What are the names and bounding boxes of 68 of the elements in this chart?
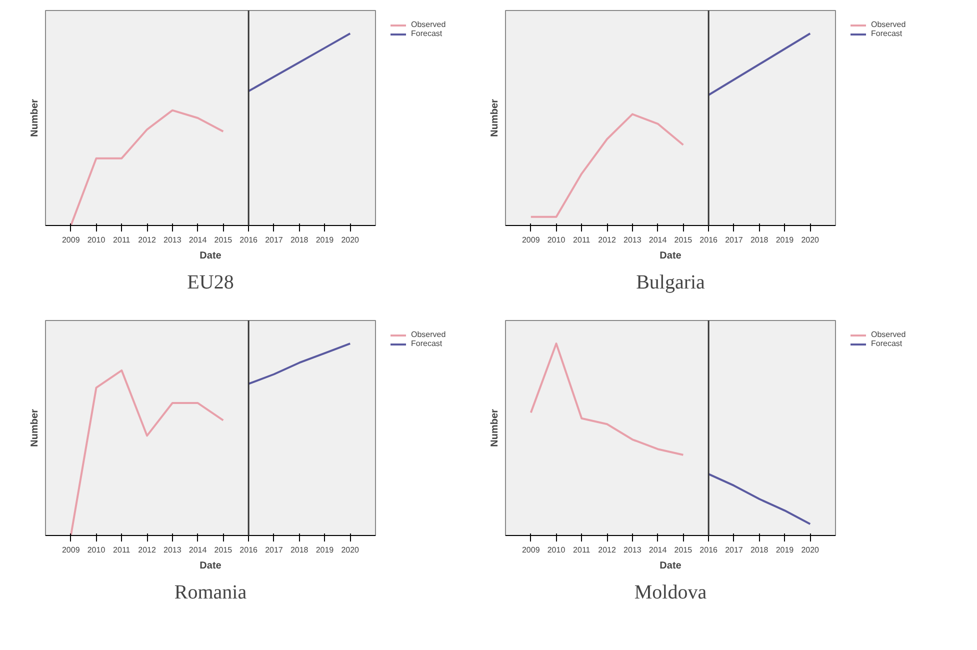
x-tick-label: 2015	[674, 546, 693, 554]
text: Moldova	[634, 582, 707, 604]
x-tick-label: 2009	[522, 236, 540, 244]
x-tick-label: 2012	[138, 236, 156, 244]
x-tick-label: 2017	[265, 546, 284, 554]
x-tick-label: 2017	[265, 236, 284, 244]
x-tick-label: 2012	[598, 236, 616, 244]
x-tick-label: 2010	[87, 546, 106, 554]
x-tick-label: 2016	[240, 546, 258, 554]
x-tick-label: 2019	[316, 236, 334, 244]
x-tick-label: 2019	[316, 546, 334, 554]
x-tick-label: 2012	[138, 546, 156, 554]
x-tick-label: 2013	[624, 546, 642, 554]
x-tick-label: 2016	[700, 236, 718, 244]
x-tick-label: 2020	[801, 236, 820, 244]
x-tick-label: 2014	[648, 236, 668, 244]
x-tick-label: 2011	[113, 546, 131, 554]
x-tick-label: 2017	[725, 546, 744, 554]
y-axis-title: Number	[490, 99, 500, 137]
x-tick-label: 2009	[62, 236, 80, 244]
x-tick-label: 2018	[750, 236, 769, 244]
x-tick-label: 2013	[624, 236, 642, 244]
x-tick-label: 2015	[214, 236, 233, 244]
legend-label: Forecast	[871, 29, 902, 38]
legend-label: Forecast	[411, 339, 442, 348]
legend-label: Forecast	[871, 339, 902, 348]
x-tick-label: 2014	[188, 546, 208, 554]
x-axis-title: Date	[200, 560, 222, 572]
legend-label: Observed	[411, 330, 446, 339]
x-tick-label: 2020	[341, 236, 360, 244]
x-tick-label: 2016	[240, 236, 258, 244]
x-tick-label: 2018	[290, 546, 309, 554]
x-tick-label: 2012	[598, 546, 616, 554]
x-tick-label: 2014	[648, 546, 668, 554]
x-axis-title: Date	[660, 250, 682, 262]
x-tick-label: 2009	[62, 546, 80, 554]
x-tick-label: 2015	[674, 236, 693, 244]
x-tick-label: 2015	[214, 546, 233, 554]
x-tick-label: 2018	[750, 546, 769, 554]
legend-label: Observed	[411, 20, 446, 29]
x-tick-label: 2017	[725, 236, 744, 244]
x-tick-label: 2018	[290, 236, 309, 244]
legend-label: Observed	[871, 330, 906, 339]
y-axis-title: Number	[490, 409, 500, 447]
x-tick-label: 2016	[700, 546, 718, 554]
x-tick-label: 2011	[573, 546, 591, 554]
x-tick-label: 2013	[164, 236, 182, 244]
x-tick-label: 2010	[87, 236, 106, 244]
x-tick-label: 2019	[776, 546, 794, 554]
legend-label: Observed	[871, 20, 906, 29]
x-tick-label: 2009	[522, 546, 540, 554]
x-tick-label: 2010	[547, 236, 566, 244]
x-axis-title: Date	[660, 560, 682, 572]
x-tick-label: 2013	[164, 546, 182, 554]
text: Romania	[174, 582, 247, 604]
x-tick-label: 2011	[113, 236, 131, 244]
x-tick-label: 2020	[341, 546, 360, 554]
x-tick-label: 2014	[188, 236, 208, 244]
x-tick-label: 2011	[573, 236, 591, 244]
x-tick-label: 2020	[801, 546, 820, 554]
text: Bulgaria	[636, 272, 706, 294]
legend-label: Forecast	[411, 29, 442, 38]
y-axis-title: Number	[30, 409, 40, 447]
text: EU28	[187, 272, 234, 294]
x-tick-label: 2010	[547, 546, 566, 554]
x-tick-label: 2019	[776, 236, 794, 244]
y-axis-title: Number	[30, 99, 40, 137]
x-axis-title: Date	[200, 250, 222, 262]
